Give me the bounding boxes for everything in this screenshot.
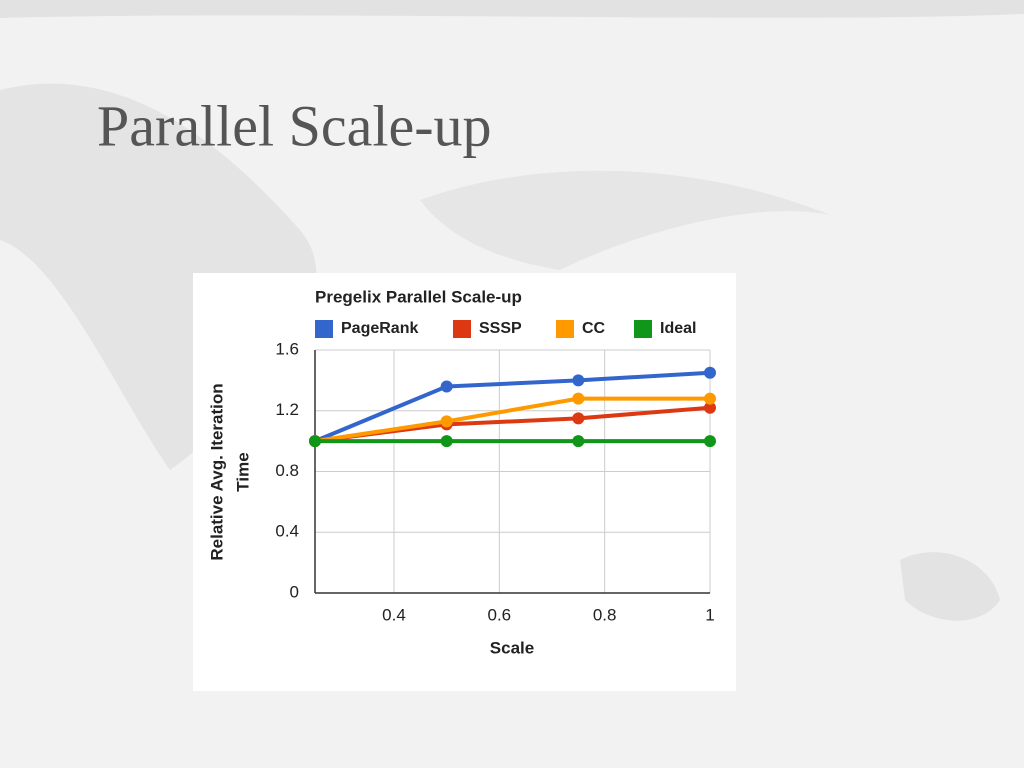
legend-swatch — [634, 320, 652, 338]
data-point — [572, 412, 585, 425]
legend-label: Ideal — [660, 320, 696, 337]
data-point — [704, 435, 716, 448]
data-point — [440, 415, 453, 428]
chart-title: Pregelix Parallel Scale-up — [315, 287, 522, 306]
y-axis-label: Relative Avg. Iteration Time — [207, 383, 252, 560]
slide-title: Parallel Scale-up — [97, 93, 492, 158]
y-tick-label: 0 — [290, 582, 299, 601]
legend-swatch — [453, 320, 471, 338]
y-axis-label-line: Relative Avg. Iteration — [207, 383, 226, 560]
series-line — [314, 396, 710, 444]
legend-label: SSSP — [479, 320, 522, 337]
plot: 0 0.4 0.8 1.2 1.6 0.4 0.6 0.8 1 PageRank SSSP CC Ide… — [275, 320, 716, 624]
y-axis-label-line: Time — [233, 452, 252, 491]
data-point — [704, 392, 716, 405]
x-tick-label: 0.6 — [488, 605, 512, 624]
brush-texture — [420, 170, 830, 270]
y-tick-label: 0.4 — [275, 522, 299, 541]
chart-background — [193, 273, 736, 691]
data-point — [440, 380, 453, 393]
data-point — [572, 435, 585, 448]
brush-texture — [0, 0, 1024, 18]
data-point — [440, 435, 453, 448]
legend-swatch — [315, 320, 333, 338]
x-tick-label: 0.8 — [593, 605, 617, 624]
y-tick-label: 1.6 — [275, 339, 299, 358]
legend-label: PageRank — [341, 320, 418, 337]
legend-label: CC — [582, 320, 606, 337]
data-point — [704, 366, 716, 379]
data-point — [572, 392, 585, 405]
x-tick-label: 1 — [705, 605, 714, 624]
data-point — [572, 374, 585, 387]
x-tick-label: 0.4 — [382, 605, 406, 624]
x-axis-label: Scale — [490, 638, 534, 657]
brush-texture — [900, 552, 1000, 621]
legend-swatch — [556, 320, 574, 338]
y-tick-label: 0.8 — [275, 461, 299, 480]
y-tick-label: 1.2 — [275, 400, 299, 419]
data-point — [704, 401, 716, 414]
data-point — [309, 435, 321, 448]
series-line — [314, 370, 711, 443]
